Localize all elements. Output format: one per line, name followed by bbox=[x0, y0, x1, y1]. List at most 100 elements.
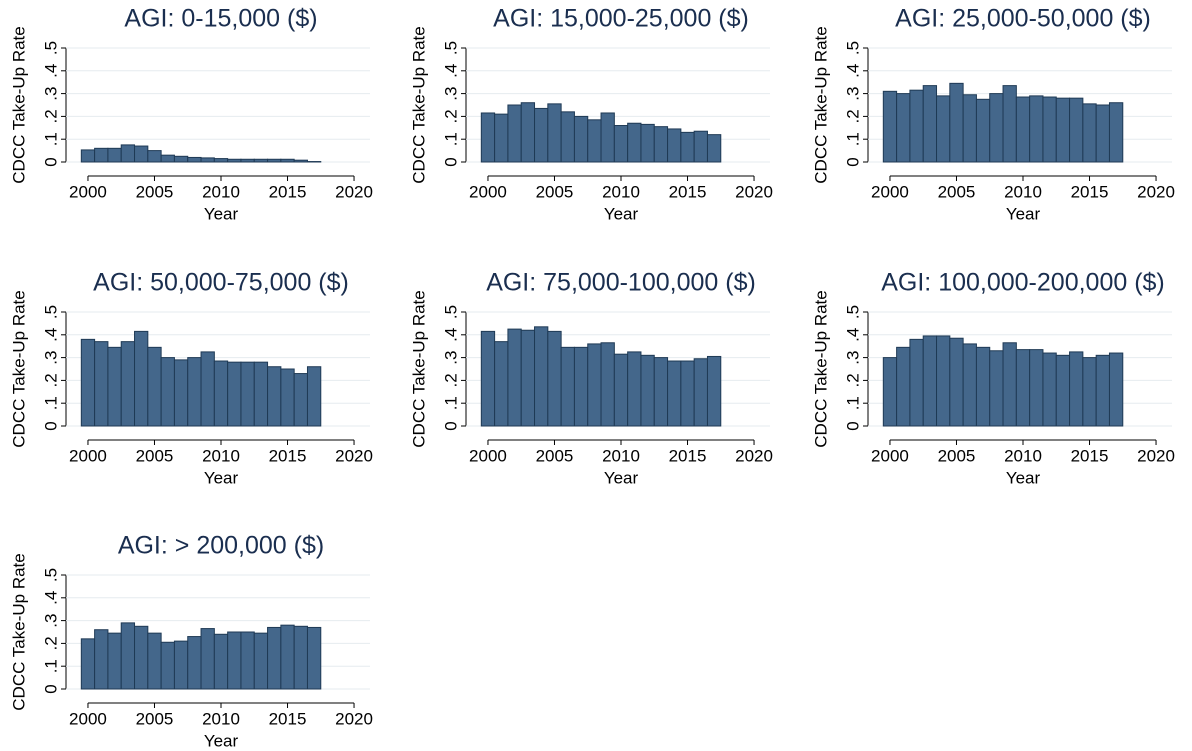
y-tick-label: .2 bbox=[843, 109, 862, 123]
y-tick-label: .5 bbox=[843, 41, 862, 55]
bar bbox=[1029, 349, 1044, 427]
x-tick-label: 2005 bbox=[136, 182, 174, 201]
y-tick-label: .4 bbox=[441, 328, 460, 342]
bar bbox=[627, 351, 642, 427]
bar bbox=[147, 632, 162, 690]
bar bbox=[187, 156, 202, 163]
x-tick-label: 2010 bbox=[602, 182, 640, 201]
bar bbox=[280, 624, 295, 690]
bar bbox=[480, 112, 496, 163]
bar bbox=[187, 357, 202, 427]
bar bbox=[306, 366, 322, 427]
bar bbox=[882, 357, 898, 427]
bar bbox=[480, 330, 496, 427]
x-tick-label: 2000 bbox=[69, 182, 107, 201]
y-tick-label: 0 bbox=[41, 157, 60, 166]
bar bbox=[1002, 85, 1017, 163]
bar bbox=[80, 149, 96, 163]
bar bbox=[989, 93, 1004, 163]
x-tick-label: 2015 bbox=[1071, 182, 1109, 201]
bar bbox=[213, 633, 229, 690]
bar bbox=[213, 360, 229, 427]
bar bbox=[1082, 357, 1097, 427]
bar bbox=[227, 361, 242, 427]
y-tick-label: .1 bbox=[843, 132, 862, 146]
bar bbox=[1095, 354, 1110, 427]
x-tick-label: 2020 bbox=[1137, 182, 1175, 201]
panel: AGI: 100,000-200,000 ($) CDCC Take-Up Rat… bbox=[811, 269, 1174, 488]
y-tick-label: .1 bbox=[843, 396, 862, 410]
bar bbox=[1015, 349, 1031, 427]
x-tick-label: 2000 bbox=[69, 446, 107, 465]
bar bbox=[213, 158, 229, 163]
bar bbox=[896, 93, 911, 163]
x-tick-label: 2020 bbox=[335, 182, 373, 201]
y-axis-label: CDCC Take-Up Rate bbox=[9, 290, 28, 447]
bar bbox=[293, 625, 308, 690]
x-tick-label: 2020 bbox=[335, 446, 373, 465]
y-tick-label: .4 bbox=[843, 328, 862, 342]
bar bbox=[560, 346, 575, 427]
bar bbox=[520, 329, 536, 427]
y-tick-label: .4 bbox=[41, 328, 60, 342]
x-tick-label: 2005 bbox=[536, 446, 574, 465]
bar bbox=[1069, 97, 1084, 163]
bar bbox=[120, 622, 136, 690]
bar bbox=[494, 113, 509, 163]
bar bbox=[507, 328, 522, 427]
bar bbox=[936, 335, 951, 427]
bar bbox=[1055, 354, 1071, 427]
y-tick-label: .3 bbox=[441, 87, 460, 101]
bar bbox=[693, 130, 708, 163]
y-tick-label: .5 bbox=[441, 305, 460, 319]
y-tick-label: .3 bbox=[41, 351, 60, 365]
y-tick-label: 0 bbox=[441, 157, 460, 166]
bar bbox=[882, 90, 898, 163]
y-axis-label: CDCC Take-Up Rate bbox=[409, 290, 428, 447]
bar bbox=[107, 346, 122, 427]
y-tick-label: .3 bbox=[843, 351, 862, 365]
y-tick-label: .5 bbox=[843, 305, 862, 319]
bar bbox=[253, 158, 269, 163]
y-tick-label: .2 bbox=[41, 109, 60, 123]
chart-title: AGI: 15,000-25,000 ($) bbox=[493, 5, 749, 33]
y-tick-label: .3 bbox=[41, 87, 60, 101]
panel: AGI: 75,000-100,000 ($) CDCC Take-Up Rate… bbox=[409, 269, 772, 488]
bar bbox=[227, 631, 242, 690]
bar bbox=[1108, 102, 1124, 163]
panel: AGI: 15,000-25,000 ($) CDCC Take-Up Rate Y… bbox=[409, 5, 772, 224]
bar bbox=[134, 145, 149, 163]
bar bbox=[520, 102, 536, 163]
x-tick-label: 2020 bbox=[735, 182, 773, 201]
bar bbox=[200, 351, 215, 427]
bar bbox=[147, 346, 162, 427]
y-tick-label: .4 bbox=[843, 64, 862, 78]
bar bbox=[1108, 352, 1124, 427]
y-tick-label: .3 bbox=[41, 614, 60, 628]
bar bbox=[1042, 352, 1057, 427]
chart-title: AGI: > 200,000 ($) bbox=[118, 532, 324, 560]
y-tick-label: 0 bbox=[441, 421, 460, 430]
bar bbox=[706, 134, 722, 163]
x-tick-label: 2005 bbox=[136, 709, 174, 728]
bar bbox=[909, 338, 924, 427]
bar bbox=[534, 107, 549, 163]
bar bbox=[587, 343, 602, 427]
y-axis-label: CDCC Take-Up Rate bbox=[9, 26, 28, 183]
bar bbox=[693, 358, 708, 427]
bar bbox=[134, 330, 149, 427]
y-tick-label: .1 bbox=[441, 396, 460, 410]
chart-title: AGI: 100,000-200,000 ($) bbox=[881, 269, 1165, 297]
bar bbox=[293, 159, 308, 163]
bar bbox=[94, 341, 109, 427]
bar bbox=[1055, 97, 1071, 163]
x-axis-label: Year bbox=[604, 204, 639, 223]
chart-title: AGI: 25,000-50,000 ($) bbox=[895, 5, 1151, 33]
bar bbox=[80, 338, 96, 427]
bar bbox=[1069, 351, 1084, 427]
chart-title: AGI: 75,000-100,000 ($) bbox=[486, 269, 756, 297]
bar bbox=[896, 346, 911, 427]
bar bbox=[573, 115, 589, 163]
bar bbox=[147, 150, 162, 163]
